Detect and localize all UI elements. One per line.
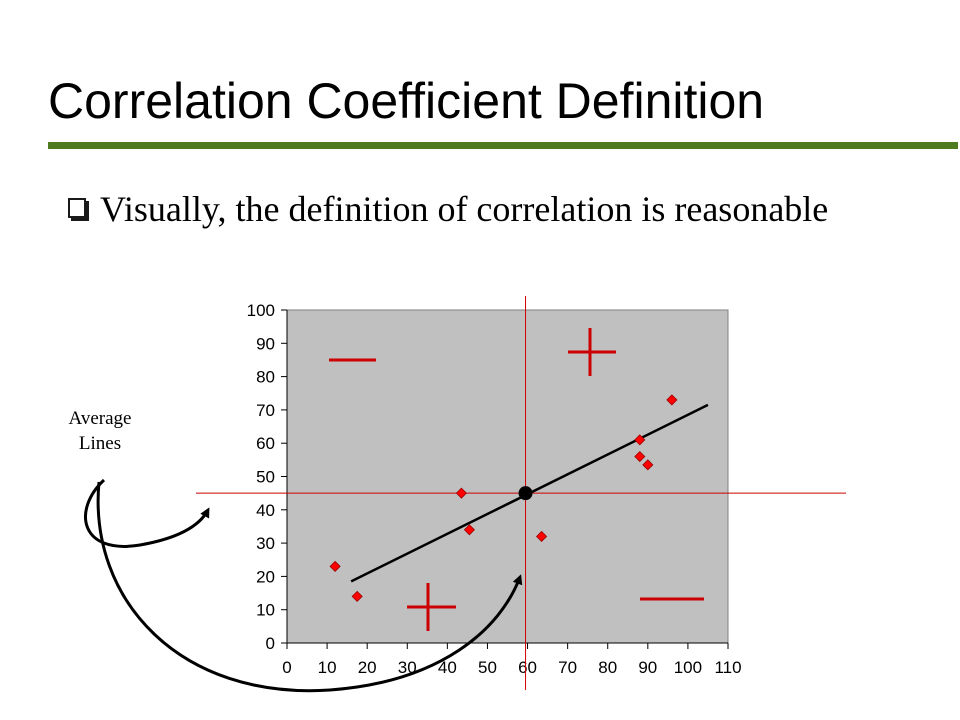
y-tick-label: 0 xyxy=(266,634,275,653)
x-tick-label: 70 xyxy=(558,658,577,677)
x-tick-label: 80 xyxy=(598,658,617,677)
bullet-text: Visually, the definition of correlation … xyxy=(100,189,829,229)
x-tick-label: 100 xyxy=(674,658,702,677)
y-tick-label: 20 xyxy=(256,567,275,586)
x-tick-label: 0 xyxy=(282,658,291,677)
x-tick-label: 20 xyxy=(358,658,377,677)
y-tick-label: 40 xyxy=(256,501,275,520)
data-points xyxy=(329,394,678,602)
data-point xyxy=(634,434,646,446)
data-point xyxy=(634,450,646,463)
data-point xyxy=(351,590,363,602)
y-tick-label: 80 xyxy=(256,368,275,387)
x-tick-label: 110 xyxy=(714,658,741,677)
mean-point xyxy=(518,486,533,501)
y-tick-label: 50 xyxy=(256,468,275,487)
data-point xyxy=(329,560,341,572)
x-tick-label: 50 xyxy=(478,658,497,677)
checkbox-bullet-icon xyxy=(68,198,86,218)
x-tick-label: 40 xyxy=(438,658,457,677)
arrow-to-vertical-average xyxy=(96,481,523,693)
data-point xyxy=(455,487,467,499)
data-point xyxy=(642,459,654,471)
slide-title: Correlation Coefficient Definition xyxy=(48,73,765,129)
bullet-point: Visually, the definition of correlation … xyxy=(68,186,858,232)
y-axis: 0 10 20 30 40 50 60 70 80 90 100 xyxy=(247,301,288,653)
y-tick-label: 90 xyxy=(256,334,275,353)
data-point xyxy=(666,394,678,406)
data-point xyxy=(536,530,548,543)
y-tick-label: 30 xyxy=(256,534,275,553)
y-tick-label: 60 xyxy=(256,434,275,453)
average-lines-label: Average Lines xyxy=(68,408,132,454)
data-point xyxy=(463,524,475,536)
x-tick-label: 90 xyxy=(638,658,657,677)
title-underline xyxy=(48,142,958,149)
quadrant-signs xyxy=(329,328,704,631)
y-tick-label: 100 xyxy=(247,301,275,320)
y-tick-label: 10 xyxy=(256,601,275,620)
x-tick-label: 60 xyxy=(518,658,537,677)
arrow-to-horizontal-average xyxy=(84,478,210,548)
y-tick-label: 70 xyxy=(256,401,275,420)
plot-area xyxy=(286,309,729,644)
x-axis: 0 10 20 30 40 50 60 70 80 90 100 110 xyxy=(282,642,742,677)
x-tick-label: 10 xyxy=(318,658,337,677)
annotation-arrows xyxy=(84,478,523,693)
